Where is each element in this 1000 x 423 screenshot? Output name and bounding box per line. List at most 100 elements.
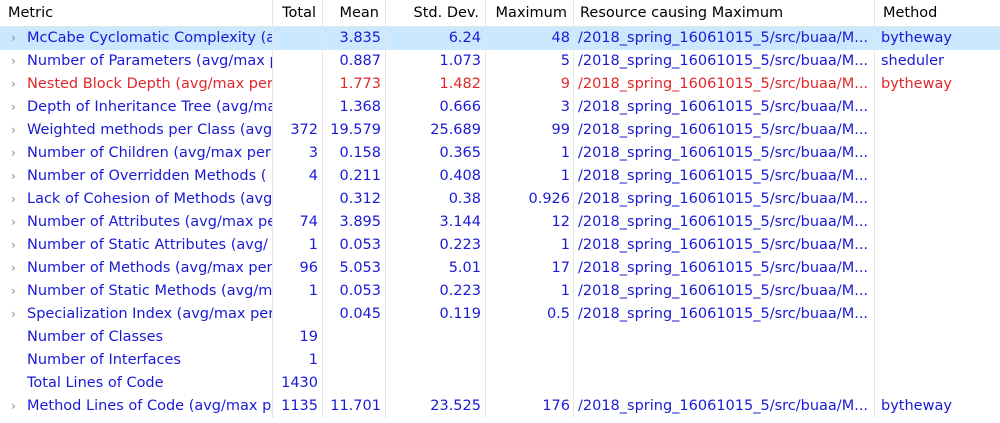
maximum-cell: 3 <box>486 96 574 119</box>
mean-cell <box>323 372 386 395</box>
metric-label: Nested Block Depth (avg/max per <box>27 76 272 92</box>
total-cell: 3 <box>273 142 323 165</box>
resource-cell: /2018_spring_16061015_5/src/buaa/M... <box>574 280 875 303</box>
metric-label: Number of Classes <box>27 329 164 345</box>
total-cell: 372 <box>273 119 323 142</box>
table-row[interactable]: › Weighted methods per Class (avg 372 19.57… <box>0 119 1000 142</box>
column-header-mean[interactable]: Mean <box>323 0 386 26</box>
metric-cell: Number of Classes <box>0 326 273 349</box>
method-cell <box>875 303 1000 326</box>
table-row[interactable]: › Number of Static Attributes (avg/1 0.053… <box>0 234 1000 257</box>
table-header: Metric Total Mean Std. Dev. Maximum Reso… <box>0 0 1000 27</box>
table-row[interactable]: › Number of Methods (avg/max per 96 5.053 5.… <box>0 257 1000 280</box>
metric-label: Number of Parameters (avg/max p <box>27 53 272 69</box>
table-row[interactable]: › Number of Static Methods (avg/m 1 0.053 0.… <box>0 280 1000 303</box>
column-header-total[interactable]: Total <box>273 0 323 26</box>
table-row[interactable]: › Number of Overridden Methods (4 0.211 0.4… <box>0 165 1000 188</box>
metric-label: Weighted methods per Class (avg <box>27 122 272 138</box>
resource-cell: /2018_spring_16061015_5/src/buaa/M... <box>574 211 875 234</box>
column-header-resource[interactable]: Resource causing Maximum <box>574 0 875 26</box>
metric-label: McCabe Cyclomatic Complexity (a <box>27 30 272 46</box>
maximum-cell: 12 <box>486 211 574 234</box>
metric-cell: › Method Lines of Code (avg/max p <box>0 395 273 418</box>
metric-label: Number of Attributes (avg/max pe <box>27 214 272 230</box>
metric-label: Lack of Cohesion of Methods (avg <box>27 191 272 207</box>
mean-cell: 0.887 <box>323 50 386 73</box>
column-header-std-dev[interactable]: Std. Dev. <box>386 0 486 26</box>
method-cell <box>875 142 1000 165</box>
resource-cell: /2018_spring_16061015_5/src/buaa/M... <box>574 27 875 50</box>
total-cell <box>273 73 323 96</box>
table-row[interactable]: › Number of Attributes (avg/max pe 74 3.895… <box>0 211 1000 234</box>
resource-cell: /2018_spring_16061015_5/src/buaa/M... <box>574 188 875 211</box>
metric-label: Specialization Index (avg/max per <box>27 306 272 322</box>
maximum-cell: 1 <box>486 165 574 188</box>
table-row[interactable]: Number of Classes 19 <box>0 326 1000 349</box>
mean-cell: 0.045 <box>323 303 386 326</box>
chevron-right-icon[interactable]: › <box>11 284 16 298</box>
chevron-right-icon[interactable]: › <box>11 261 16 275</box>
maximum-cell: 99 <box>486 119 574 142</box>
table-row[interactable]: › Number of Children (avg/max per 3 0.158 0.… <box>0 142 1000 165</box>
metric-cell: › Number of Static Methods (avg/m <box>0 280 273 303</box>
column-header-metric[interactable]: Metric <box>0 0 273 26</box>
resource-cell: /2018_spring_16061015_5/src/buaa/M... <box>574 395 875 418</box>
mean-cell: 5.053 <box>323 257 386 280</box>
chevron-right-icon[interactable]: › <box>11 100 16 114</box>
metric-label: Number of Interfaces <box>27 352 181 368</box>
metric-cell: › Number of Attributes (avg/max pe <box>0 211 273 234</box>
std-dev-cell: 0.666 <box>386 96 486 119</box>
total-cell <box>273 50 323 73</box>
metric-cell: › McCabe Cyclomatic Complexity (a <box>0 27 273 50</box>
metric-cell: › Weighted methods per Class (avg <box>0 119 273 142</box>
std-dev-cell: 0.223 <box>386 280 486 303</box>
metric-label: Number of Overridden Methods ( <box>27 168 267 184</box>
chevron-right-icon[interactable]: › <box>11 77 16 91</box>
resource-cell: /2018_spring_16061015_5/src/buaa/M... <box>574 96 875 119</box>
table-row[interactable]: › Depth of Inheritance Tree (avg/ma 1.368 0… <box>0 96 1000 119</box>
maximum-cell: 176 <box>486 395 574 418</box>
mean-cell <box>323 349 386 372</box>
table-row[interactable]: › Number of Parameters (avg/max p 0.887 1.0… <box>0 50 1000 73</box>
chevron-right-icon[interactable]: › <box>11 146 16 160</box>
chevron-right-icon[interactable]: › <box>11 399 16 413</box>
method-cell <box>875 96 1000 119</box>
method-cell <box>875 257 1000 280</box>
table-row[interactable]: › Specialization Index (avg/max per 0.045 0… <box>0 303 1000 326</box>
chevron-right-icon[interactable]: › <box>11 31 16 45</box>
method-cell: bytheway <box>881 76 952 92</box>
metric-cell: › Specialization Index (avg/max per <box>0 303 273 326</box>
maximum-cell: 0.926 <box>486 188 574 211</box>
maximum-cell <box>486 372 574 395</box>
total-cell <box>273 303 323 326</box>
table-row[interactable]: › Nested Block Depth (avg/max per 1.773 1.4… <box>0 73 1000 96</box>
metric-cell: › Number of Methods (avg/max per <box>0 257 273 280</box>
chevron-right-icon[interactable]: › <box>11 215 16 229</box>
chevron-right-icon[interactable]: › <box>11 169 16 183</box>
chevron-right-icon[interactable]: › <box>11 192 16 206</box>
table-row[interactable]: › Method Lines of Code (avg/max p 1135 11.7… <box>0 395 1000 418</box>
table-row[interactable]: › McCabe Cyclomatic Complexity (a 3.835 6.2… <box>0 27 1000 50</box>
method-cell <box>875 234 1000 257</box>
resource-cell: /2018_spring_16061015_5/src/buaa/M... <box>574 119 875 142</box>
resource-cell: /2018_spring_16061015_5/src/buaa/M... <box>574 50 875 73</box>
total-cell: 1430 <box>273 372 323 395</box>
metric-cell: Total Lines of Code <box>0 372 273 395</box>
chevron-right-icon[interactable]: › <box>11 54 16 68</box>
table-row[interactable]: › Lack of Cohesion of Methods (avg 0.312 0.… <box>0 188 1000 211</box>
column-header-maximum[interactable]: Maximum <box>486 0 574 26</box>
metric-label: Number of Static Attributes (avg/ <box>27 237 268 253</box>
std-dev-cell: 1.482 <box>386 73 486 96</box>
std-dev-cell: 0.408 <box>386 165 486 188</box>
table-row[interactable]: Total Lines of Code 1430 <box>0 372 1000 395</box>
chevron-right-icon[interactable]: › <box>11 123 16 137</box>
metric-cell: › Lack of Cohesion of Methods (avg <box>0 188 273 211</box>
maximum-cell: 1 <box>486 280 574 303</box>
metric-cell: › Number of Static Attributes (avg/ <box>0 234 273 257</box>
total-cell <box>273 188 323 211</box>
mean-cell: 0.158 <box>323 142 386 165</box>
chevron-right-icon[interactable]: › <box>11 307 16 321</box>
table-row[interactable]: Number of Interfaces 1 <box>0 349 1000 372</box>
chevron-right-icon[interactable]: › <box>11 238 16 252</box>
column-header-method[interactable]: Method <box>883 5 938 21</box>
